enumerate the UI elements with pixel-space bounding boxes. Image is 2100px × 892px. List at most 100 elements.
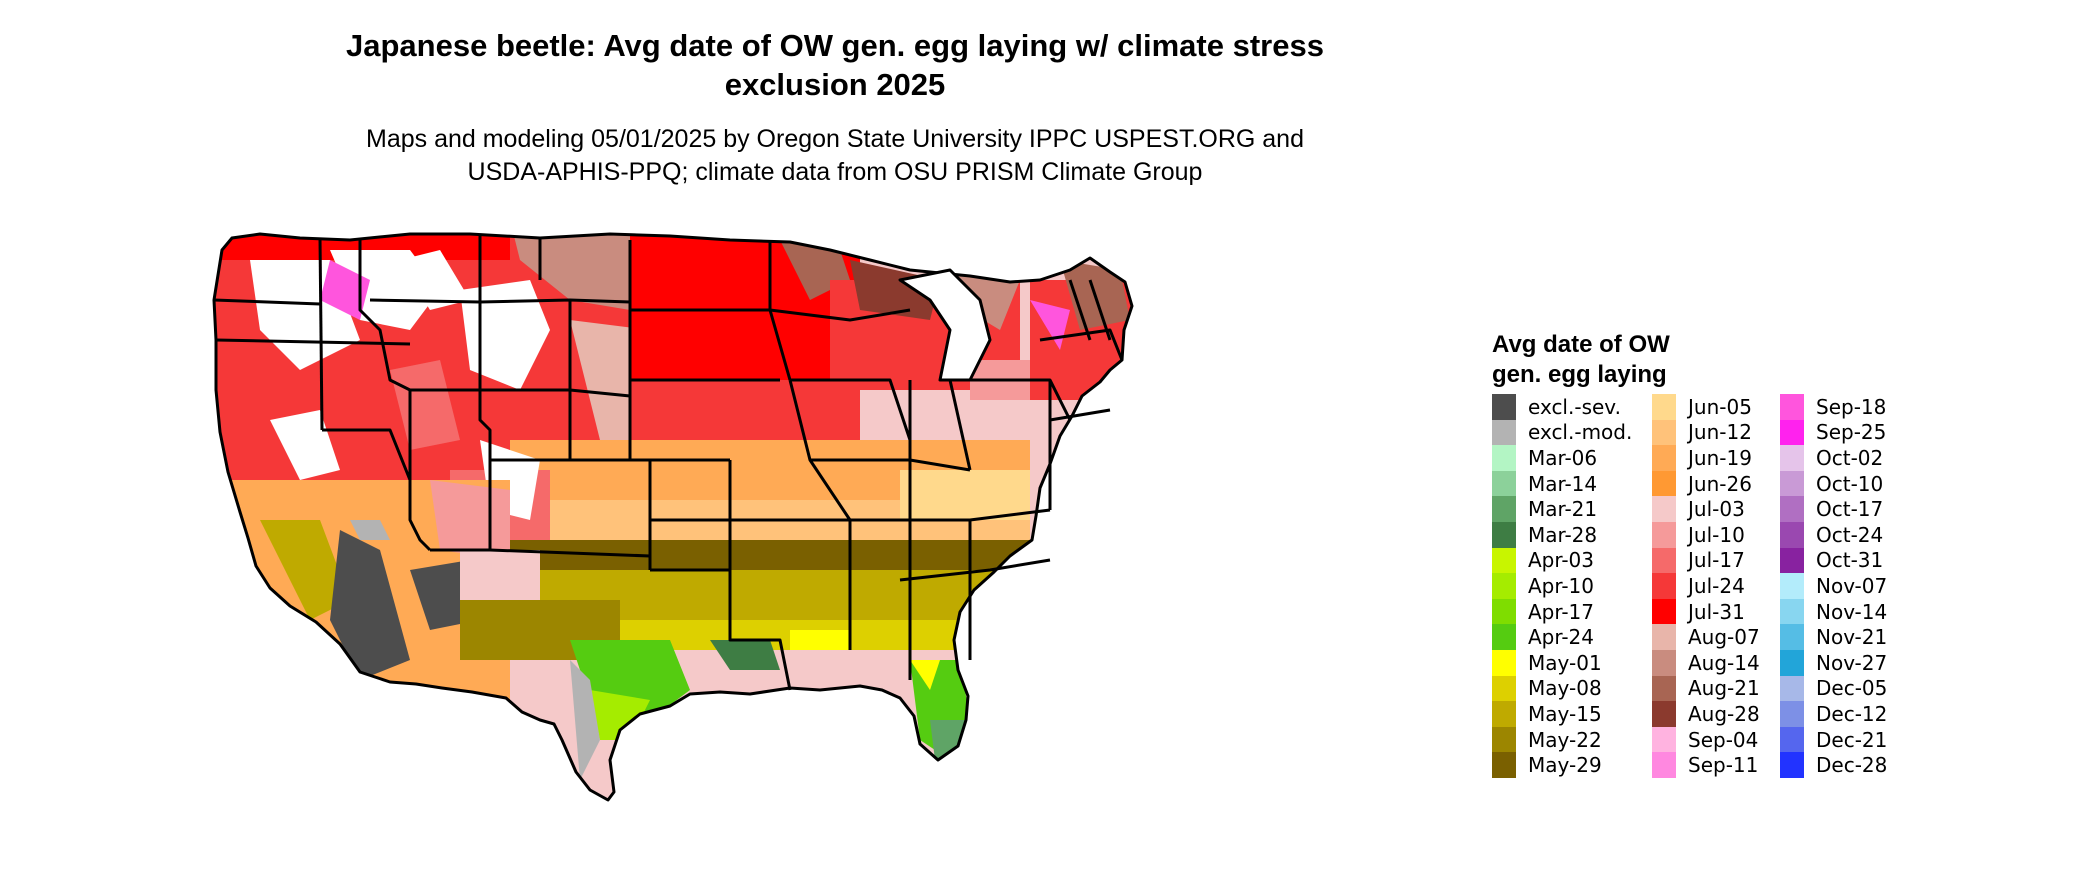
legend-swatch xyxy=(1652,547,1676,574)
legend-label: excl.-mod. xyxy=(1528,420,1633,445)
legend-item: Apr-10 xyxy=(1492,573,1632,599)
legend-swatch xyxy=(1780,752,1804,778)
legend-label: May-01 xyxy=(1528,650,1602,675)
legend-swatch xyxy=(1652,675,1676,702)
map-title-line2: exclusion 2025 xyxy=(724,67,946,102)
legend-swatch xyxy=(1780,701,1804,727)
legend-swatch xyxy=(1492,649,1516,676)
legend-label: Apr-24 xyxy=(1528,625,1594,650)
legend-swatch xyxy=(1652,624,1676,650)
legend-item: Dec-05 xyxy=(1780,675,1888,702)
legend-item: Jun-05 xyxy=(1652,394,1760,420)
legend-item: May-22 xyxy=(1492,726,1632,753)
legend-label: Aug-28 xyxy=(1688,701,1760,726)
legend-swatch xyxy=(1492,521,1516,548)
map-subtitle-line1: Maps and modeling 05/01/2025 by Oregon S… xyxy=(366,125,1304,153)
legend-item: Nov-27 xyxy=(1780,649,1888,676)
legend-label: Oct-02 xyxy=(1816,445,1884,470)
legend-item: Dec-21 xyxy=(1780,726,1887,753)
legend-item: Jul-17 xyxy=(1652,547,1760,574)
legend-label: Jul-03 xyxy=(1688,497,1745,522)
legend-label: Oct-17 xyxy=(1816,497,1884,522)
legend-label: Sep-18 xyxy=(1816,394,1887,419)
legend-item: May-29 xyxy=(1492,752,1632,778)
legend-label: Mar-14 xyxy=(1528,471,1598,496)
legend-label: Jun-05 xyxy=(1688,394,1752,419)
legend-swatch xyxy=(1780,624,1804,650)
legend-item: Nov-14 xyxy=(1780,598,1887,625)
us-map xyxy=(212,232,1134,802)
legend-column-1: excl.-sev. excl.-mod. Mar-06 Mar-14 Mar-21 Ma… xyxy=(1492,394,1632,778)
legend-item: Jul-31 xyxy=(1652,598,1760,625)
legend-item: Apr-24 xyxy=(1492,624,1632,650)
legend-label: Oct-10 xyxy=(1816,471,1884,496)
legend-swatch xyxy=(1492,624,1516,650)
legend-swatch xyxy=(1780,470,1804,497)
legend-item: Sep-11 xyxy=(1652,752,1760,778)
legend-label: Aug-14 xyxy=(1688,650,1760,675)
legend-swatch xyxy=(1492,394,1516,420)
legend-swatch xyxy=(1492,598,1516,625)
legend-swatch xyxy=(1652,649,1676,676)
legend-swatch xyxy=(1492,547,1516,574)
legend-swatch xyxy=(1780,649,1804,676)
legend-swatch xyxy=(1492,726,1516,753)
legend-item: Jun-19 xyxy=(1652,445,1760,471)
legend-swatch xyxy=(1780,419,1804,446)
legend-label: Mar-06 xyxy=(1528,445,1598,470)
legend-label: Oct-24 xyxy=(1816,522,1884,547)
legend-item: Sep-04 xyxy=(1652,726,1760,753)
legend-column-3: Sep-18 Sep-25 Oct-02 Oct-10 Oct-17 Oct-24 Oct-… xyxy=(1780,394,1887,778)
legend-item: Mar-28 xyxy=(1492,521,1632,548)
legend-item: Oct-17 xyxy=(1780,496,1887,522)
legend-item: Aug-28 xyxy=(1652,701,1760,727)
legend-label: Dec-28 xyxy=(1816,753,1888,778)
legend-item: Dec-12 xyxy=(1780,701,1887,727)
legend-swatch xyxy=(1780,394,1804,420)
legend-title-line2: gen. egg laying xyxy=(1492,361,1667,388)
legend-swatch xyxy=(1652,701,1676,727)
legend-swatch xyxy=(1492,445,1516,471)
legend-swatch xyxy=(1652,573,1676,599)
legend-item: Mar-06 xyxy=(1492,445,1632,471)
legend-item: excl.-sev. xyxy=(1492,394,1632,420)
legend-label: May-08 xyxy=(1528,676,1602,701)
legend-swatch xyxy=(1652,521,1676,548)
legend-swatch xyxy=(1780,573,1804,599)
legend-swatch xyxy=(1652,726,1676,753)
legend-item: Oct-10 xyxy=(1780,470,1887,497)
legend-swatch xyxy=(1652,394,1676,420)
legend-swatch xyxy=(1780,726,1804,753)
legend-swatch xyxy=(1652,496,1676,522)
legend-item: Aug-21 xyxy=(1652,675,1760,702)
legend-item: Jun-26 xyxy=(1652,470,1760,497)
legend-item: May-01 xyxy=(1492,649,1632,676)
legend-swatch xyxy=(1652,445,1676,471)
legend-swatch xyxy=(1492,752,1516,778)
legend-label: Apr-17 xyxy=(1528,599,1594,624)
legend-title: Avg date of OW gen. egg laying xyxy=(1492,330,1670,390)
legend-item: Jun-12 xyxy=(1652,419,1760,446)
legend-item: Nov-07 xyxy=(1780,573,1887,599)
legend-swatch xyxy=(1652,752,1676,778)
legend-label: Mar-28 xyxy=(1528,522,1598,547)
legend-label: Sep-04 xyxy=(1688,727,1759,752)
legend-label: Sep-11 xyxy=(1688,753,1759,778)
legend-item: Oct-02 xyxy=(1780,445,1887,471)
legend-item: Apr-03 xyxy=(1492,547,1632,574)
legend-label: Nov-27 xyxy=(1816,650,1888,675)
legend-item: Dec-28 xyxy=(1780,752,1887,778)
legend-swatch xyxy=(1780,521,1804,548)
legend-label: May-22 xyxy=(1528,727,1602,752)
legend-label: Apr-03 xyxy=(1528,548,1594,573)
legend-item: Oct-31 xyxy=(1780,547,1887,574)
legend-swatch xyxy=(1780,445,1804,471)
legend-label: Jul-31 xyxy=(1688,599,1745,624)
legend-label: Nov-21 xyxy=(1816,625,1888,650)
state-borders xyxy=(212,232,1134,802)
legend-swatch xyxy=(1780,598,1804,625)
legend-label: Dec-05 xyxy=(1816,676,1888,701)
legend-label: Jul-17 xyxy=(1688,548,1745,573)
legend-label: Jul-10 xyxy=(1688,522,1745,547)
legend-swatch xyxy=(1492,470,1516,497)
